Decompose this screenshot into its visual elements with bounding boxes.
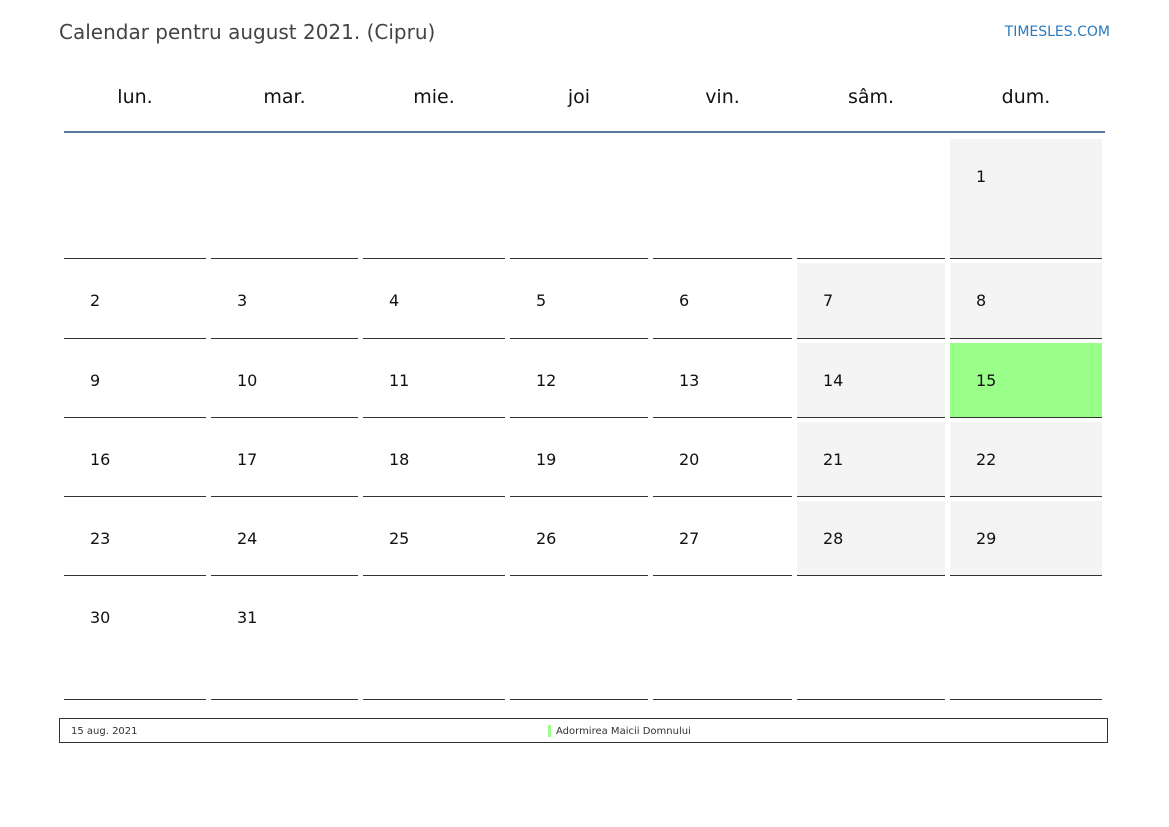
- day-number: 17: [237, 450, 258, 469]
- day-cell[interactable]: 31: [211, 580, 358, 700]
- day-number: 5: [536, 291, 547, 310]
- empty-cell: [653, 580, 792, 700]
- calendar-grid: 1 2 3 4 5 6 7 8 9 10 11 12 13 14 15 16 17 18 19 20 21 22 23 24 2…: [64, 139, 1102, 700]
- holiday-legend: 15 aug. 2021 Adormirea Maicii Domnului: [59, 718, 1108, 743]
- weekday-tue: mar.: [263, 86, 306, 108]
- day-cell[interactable]: 17: [211, 422, 358, 497]
- empty-cell: [211, 139, 358, 259]
- day-cell[interactable]: 5: [510, 263, 648, 339]
- empty-cell: [363, 139, 505, 259]
- day-number: 3: [237, 291, 248, 310]
- day-number: 29: [976, 529, 997, 548]
- day-cell[interactable]: 23: [64, 501, 206, 576]
- day-cell[interactable]: 4: [363, 263, 505, 339]
- day-cell[interactable]: 24: [211, 501, 358, 576]
- day-cell[interactable]: 27: [653, 501, 792, 576]
- day-number: 15: [976, 371, 997, 390]
- empty-cell: [797, 580, 945, 700]
- empty-cell: [653, 139, 792, 259]
- day-number: 13: [679, 371, 700, 390]
- holiday-color-marker: [548, 725, 551, 737]
- day-number: 9: [90, 371, 101, 390]
- day-number: 6: [679, 291, 690, 310]
- day-cell[interactable]: 20: [653, 422, 792, 497]
- holiday-date: 15 aug. 2021: [71, 726, 138, 737]
- day-number: 16: [90, 450, 111, 469]
- day-cell[interactable]: 12: [510, 343, 648, 418]
- header-divider: [64, 131, 1105, 133]
- day-cell[interactable]: 1: [950, 139, 1102, 259]
- day-number: 31: [237, 608, 258, 627]
- day-cell[interactable]: 25: [363, 501, 505, 576]
- day-cell[interactable]: 15: [950, 343, 1102, 418]
- day-number: 4: [389, 291, 400, 310]
- day-number: 18: [389, 450, 410, 469]
- day-number: 20: [679, 450, 700, 469]
- day-cell[interactable]: 19: [510, 422, 648, 497]
- empty-cell: [797, 139, 945, 259]
- day-number: 28: [823, 529, 844, 548]
- day-number: 25: [389, 529, 410, 548]
- weekday-wed: mie.: [413, 86, 455, 108]
- day-cell[interactable]: 8: [950, 263, 1102, 339]
- day-number: 2: [90, 291, 101, 310]
- empty-cell: [510, 139, 648, 259]
- day-cell[interactable]: 9: [64, 343, 206, 418]
- weekday-thu: joi: [567, 86, 591, 108]
- day-number: 30: [90, 608, 111, 627]
- day-cell[interactable]: 10: [211, 343, 358, 418]
- empty-cell: [64, 139, 206, 259]
- day-cell[interactable]: 29: [950, 501, 1102, 576]
- day-cell[interactable]: 13: [653, 343, 792, 418]
- day-cell[interactable]: 3: [211, 263, 358, 339]
- page-title: Calendar pentru august 2021. (Cipru): [59, 20, 436, 44]
- empty-cell: [363, 580, 505, 700]
- empty-cell: [950, 580, 1102, 700]
- day-cell[interactable]: 30: [64, 580, 206, 700]
- day-cell[interactable]: 18: [363, 422, 505, 497]
- day-number: 10: [237, 371, 258, 390]
- day-number: 26: [536, 529, 557, 548]
- day-cell[interactable]: 22: [950, 422, 1102, 497]
- day-number: 12: [536, 371, 557, 390]
- day-cell[interactable]: 7: [797, 263, 945, 339]
- day-cell[interactable]: 28: [797, 501, 945, 576]
- day-number: 27: [679, 529, 700, 548]
- weekday-sun: dum.: [1001, 86, 1051, 108]
- day-number: 14: [823, 371, 844, 390]
- weekday-header: lun. mar. mie. joi vin. sâm. dum.: [64, 86, 1105, 108]
- weekday-fri: vin.: [705, 86, 740, 108]
- day-number: 8: [976, 291, 987, 310]
- day-cell[interactable]: 21: [797, 422, 945, 497]
- day-cell[interactable]: 2: [64, 263, 206, 339]
- day-number: 19: [536, 450, 557, 469]
- day-cell[interactable]: 6: [653, 263, 792, 339]
- day-number: 11: [389, 371, 410, 390]
- holiday-name: Adormirea Maicii Domnului: [556, 726, 691, 737]
- day-cell[interactable]: 26: [510, 501, 648, 576]
- day-number: 24: [237, 529, 258, 548]
- day-cell[interactable]: 11: [363, 343, 505, 418]
- empty-cell: [510, 580, 648, 700]
- day-number: 21: [823, 450, 844, 469]
- day-cell[interactable]: 16: [64, 422, 206, 497]
- day-number: 7: [823, 291, 834, 310]
- day-number: 23: [90, 529, 111, 548]
- day-number: 22: [976, 450, 997, 469]
- brand-link[interactable]: TIMESLES.COM: [1004, 24, 1110, 40]
- day-number: 1: [976, 167, 987, 186]
- weekday-sat: sâm.: [847, 86, 895, 108]
- weekday-mon: lun.: [117, 86, 153, 108]
- day-cell[interactable]: 14: [797, 343, 945, 418]
